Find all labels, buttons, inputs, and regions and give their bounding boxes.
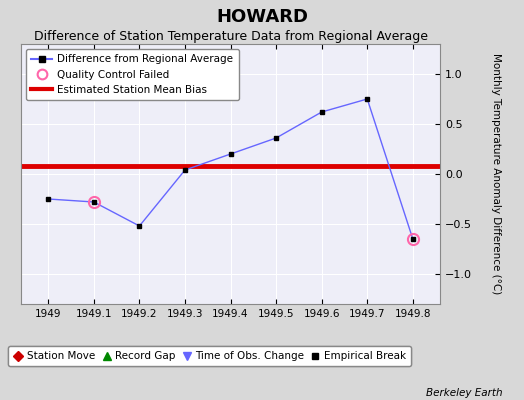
- Text: HOWARD: HOWARD: [216, 8, 308, 26]
- Text: Berkeley Earth: Berkeley Earth: [427, 388, 503, 398]
- Y-axis label: Monthly Temperature Anomaly Difference (°C): Monthly Temperature Anomaly Difference (…: [492, 53, 501, 295]
- Title: Difference of Station Temperature Data from Regional Average: Difference of Station Temperature Data f…: [34, 30, 428, 43]
- Legend: Station Move, Record Gap, Time of Obs. Change, Empirical Break: Station Move, Record Gap, Time of Obs. C…: [8, 346, 411, 366]
